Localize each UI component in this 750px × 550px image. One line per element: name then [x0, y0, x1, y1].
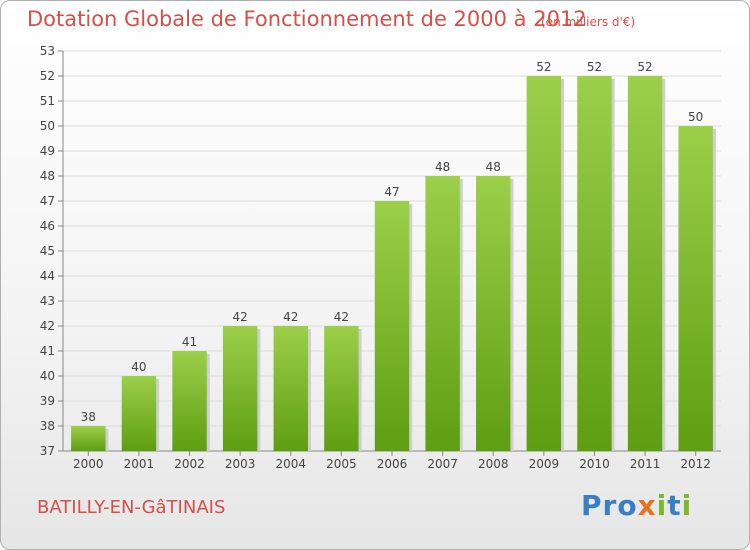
x-tick-label: 2008 — [478, 457, 509, 471]
y-tick-label: 42 — [40, 319, 55, 333]
x-tick-label: 2006 — [377, 457, 408, 471]
x-tick-label: 2012 — [680, 457, 711, 471]
bar — [678, 126, 713, 451]
logo-letter: i — [656, 489, 668, 522]
y-tick-label: 45 — [40, 244, 55, 258]
x-tick-label: 2003 — [225, 457, 256, 471]
bar-value-label: 47 — [384, 185, 399, 199]
y-tick-label: 39 — [40, 394, 55, 408]
x-tick-label: 2001 — [124, 457, 155, 471]
y-tick-label: 44 — [40, 269, 55, 283]
logo-letter: P — [581, 489, 603, 522]
bar — [627, 76, 663, 451]
bar — [425, 176, 460, 451]
y-tick-label: 52 — [40, 69, 55, 83]
bar-value-label: 48 — [435, 160, 450, 174]
x-tick-label: 2010 — [579, 457, 610, 471]
bar-value-label: 41 — [182, 335, 197, 349]
x-tick-label: 2007 — [427, 457, 458, 471]
y-tick-label: 51 — [40, 94, 55, 108]
bar — [476, 176, 511, 451]
x-tick-label: 2005 — [326, 457, 357, 471]
y-tick-label: 38 — [40, 419, 55, 433]
bar-value-label: 52 — [536, 60, 551, 74]
bar-value-label: 38 — [81, 410, 96, 424]
x-tick-label: 2009 — [529, 457, 560, 471]
x-tick-label: 2004 — [275, 457, 306, 471]
proxiti-logo[interactable]: Proxiti — [581, 489, 692, 522]
bar — [172, 351, 207, 451]
y-tick-label: 43 — [40, 294, 55, 308]
bar-value-label: 42 — [283, 310, 298, 324]
logo-letter: i — [681, 489, 693, 522]
y-tick-label: 53 — [40, 44, 55, 58]
bar — [71, 426, 106, 451]
bar-value-label: 42 — [334, 310, 349, 324]
chart-title: Dotation Globale de Fonctionnement de 20… — [27, 7, 587, 31]
bar-value-label: 52 — [637, 60, 652, 74]
y-tick-label: 41 — [40, 344, 55, 358]
y-tick-label: 40 — [40, 369, 55, 383]
y-tick-label: 37 — [40, 444, 55, 458]
unit-note: (en milliers d'€) — [541, 15, 636, 29]
logo-letter: r — [602, 489, 618, 522]
y-tick-label: 50 — [40, 119, 55, 133]
y-tick-label: 46 — [40, 219, 55, 233]
logo-letter: o — [617, 489, 638, 522]
bar-value-label: 48 — [486, 160, 501, 174]
bar — [121, 376, 157, 451]
bar-value-label: 52 — [587, 60, 602, 74]
logo-letter: t — [667, 489, 682, 522]
bar-value-label: 42 — [233, 310, 248, 324]
bar — [526, 76, 562, 451]
y-tick-label: 49 — [40, 144, 55, 158]
bar — [374, 201, 410, 451]
x-tick-label: 2002 — [174, 457, 205, 471]
commune-name: BATILLY-EN-GâTINAIS — [37, 497, 226, 518]
bar — [577, 76, 612, 451]
bar — [324, 326, 359, 451]
x-tick-label: 2000 — [73, 457, 104, 471]
bar-value-label: 50 — [688, 110, 703, 124]
bar-value-label: 40 — [131, 360, 146, 374]
y-tick-label: 47 — [40, 194, 55, 208]
y-tick-label: 48 — [40, 169, 55, 183]
logo-letter: x — [637, 489, 657, 522]
x-tick-label: 2011 — [630, 457, 661, 471]
bar — [273, 326, 308, 451]
bar — [222, 326, 258, 451]
